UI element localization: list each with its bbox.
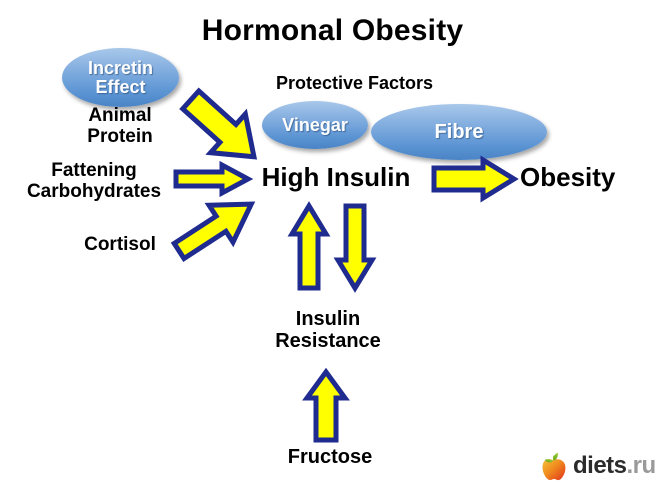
page-title: Hormonal Obesity	[201, 14, 464, 47]
arrow-animal-protein-to-high-insulin	[170, 87, 275, 168]
arrow-insulin-resistance-to-high-insulin	[287, 201, 331, 292]
arrow-shape	[431, 155, 519, 203]
arrow-fattening-carbs-to-high-insulin	[172, 160, 254, 198]
label-obesity: Obesity	[520, 162, 616, 192]
apple-icon	[542, 452, 566, 481]
label-cortisol: Cortisol	[84, 234, 156, 255]
ellipse-incretin-effect: Incretin Effect	[62, 48, 179, 107]
arrow-shape	[287, 201, 331, 291]
ellipse-fibre-label: Fibre	[434, 120, 484, 143]
arrow-shape	[179, 87, 258, 160]
diets-ru-logo[interactable]: diets.ru	[537, 449, 659, 485]
label-fattening-carbohydrates: Fattening Carbohydrates	[26, 160, 162, 203]
label-protective-factors: Protective Factors	[275, 73, 434, 93]
label-animal-protein: Animal Protein	[87, 105, 153, 148]
logo-name: diets	[573, 452, 627, 479]
logo-tld: .ru	[626, 452, 657, 479]
ellipse-vinegar-label: Vinegar	[282, 114, 348, 135]
arrow-high-insulin-to-obesity	[430, 155, 519, 203]
ellipse-incretin-effect-label: Incretin Effect	[87, 57, 153, 97]
arrow-cortisol-to-high-insulin	[166, 192, 266, 262]
label-high-insulin: High Insulin	[261, 162, 411, 192]
ellipse-fibre: Fibre	[371, 104, 547, 160]
arrow-high-insulin-to-insulin-resistance	[333, 202, 377, 293]
arrow-fructose-to-insulin-resistance	[302, 367, 350, 444]
logo-text: diets.ru	[573, 451, 656, 481]
arrow-shape	[333, 203, 377, 293]
label-fructose: Fructose	[287, 446, 373, 468]
label-insulin-resistance: Insulin Resistance	[275, 308, 381, 353]
arrow-shape	[170, 201, 256, 262]
arrow-shape	[173, 160, 254, 198]
arrow-shape	[302, 367, 350, 443]
ellipse-vinegar: Vinegar	[262, 101, 368, 149]
